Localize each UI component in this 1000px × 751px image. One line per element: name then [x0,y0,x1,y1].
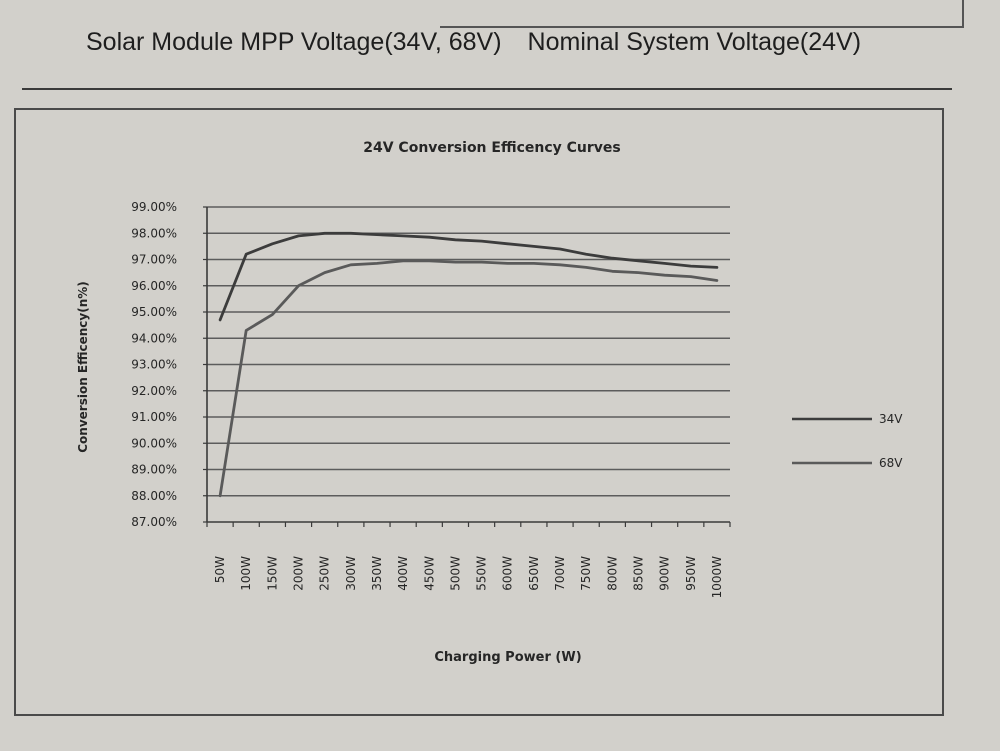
y-tick-labels: 99.00% 98.00% 97.00% 96.00% 95.00% 94.00% 93.0… [131,200,177,529]
y-tick-label: 91.00% [131,410,177,424]
x-tick-label: 400W [396,556,410,591]
legend: 34V 68V [792,412,903,470]
x-tick-label: 750W [579,556,593,591]
x-tick-label: 200W [292,556,306,591]
heading-mpp-voltage: Solar Module MPP Voltage(34V, 68V) [86,28,502,56]
x-tick-label: 800W [605,556,619,591]
previous-section-frame [440,0,964,28]
x-tick-labels: 50W 100W 150W 200W 250W 300W 350W 400W 450W 500W 5… [213,556,724,599]
grid-lines [207,206,730,497]
y-tick-label: 90.00% [131,436,177,450]
x-tick-label: 250W [318,556,332,591]
x-tick-label: 950W [684,556,698,591]
x-tick-label: 350W [370,556,384,591]
chart-frame [14,108,944,716]
x-tick-label: 450W [422,556,436,591]
y-tick-label: 94.00% [131,331,177,345]
series-lines [218,231,719,498]
x-tick-label: 50W [213,556,227,583]
axes [203,206,731,527]
x-tick-label: 600W [501,556,515,591]
series-line-34V [218,231,719,322]
x-tick-label: 900W [658,556,672,591]
x-tick-label: 1000W [710,556,724,599]
heading-rule [22,88,952,90]
x-tick-label: 700W [553,556,567,591]
heading-system-voltage: Nominal System Voltage(24V) [527,28,862,56]
x-tick-label: 550W [475,556,489,591]
y-tick-label: 87.00% [131,515,177,529]
y-tick-label: 89.00% [131,463,177,477]
y-tick-label: 88.00% [131,489,177,503]
y-tick-label: 93.00% [131,358,177,372]
x-tick-label: 150W [265,556,279,591]
chart-title: 24V Conversion Efficency Curves [363,140,621,156]
y-tick-label: 97.00% [131,253,177,267]
x-tick-label: 650W [527,556,541,591]
y-tick-label: 98.00% [131,226,177,240]
page-heading: Solar Module MPP Voltage(34V, 68V) Nomina… [86,28,861,57]
x-axis-label: Charging Power (W) [434,650,581,665]
x-tick-label: 300W [344,556,358,591]
x-tick-label: 500W [448,556,462,591]
y-tick-label: 92.00% [131,384,177,398]
y-tick-label: 96.00% [131,279,177,293]
y-tick-label: 95.00% [131,305,177,319]
y-axis-label: Conversion Efficency(n%) [76,281,90,453]
legend-label: 34V [879,412,903,426]
y-tick-label: 99.00% [131,200,177,214]
series-line-68V [218,259,719,498]
x-tick-label: 100W [239,556,253,591]
legend-label: 68V [879,456,903,470]
x-tick-label: 850W [631,556,645,591]
